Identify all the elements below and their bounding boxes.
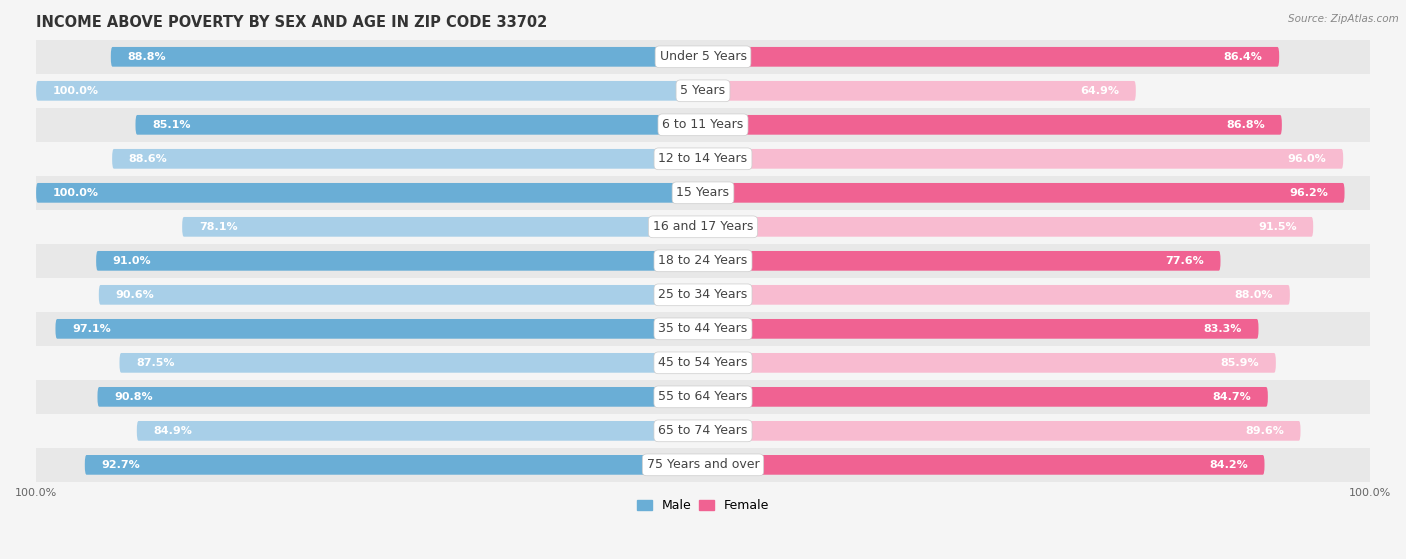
- Text: 16 and 17 Years: 16 and 17 Years: [652, 220, 754, 233]
- Text: 86.4%: 86.4%: [1223, 52, 1263, 62]
- FancyBboxPatch shape: [37, 183, 703, 203]
- FancyBboxPatch shape: [96, 251, 703, 271]
- FancyBboxPatch shape: [97, 387, 703, 407]
- FancyBboxPatch shape: [703, 81, 1136, 101]
- Legend: Male, Female: Male, Female: [631, 494, 775, 518]
- FancyBboxPatch shape: [183, 217, 703, 236]
- Bar: [37, 176, 1369, 210]
- Bar: [37, 346, 1369, 380]
- Bar: [37, 448, 1369, 482]
- Bar: [37, 108, 1369, 142]
- FancyBboxPatch shape: [703, 421, 1301, 440]
- Text: 96.0%: 96.0%: [1288, 154, 1326, 164]
- Bar: [37, 210, 1369, 244]
- Text: 88.8%: 88.8%: [128, 52, 166, 62]
- FancyBboxPatch shape: [98, 285, 703, 305]
- FancyBboxPatch shape: [703, 183, 1344, 203]
- Text: 92.7%: 92.7%: [101, 460, 141, 470]
- Text: 100.0%: 100.0%: [53, 86, 98, 96]
- Text: 86.8%: 86.8%: [1226, 120, 1265, 130]
- FancyBboxPatch shape: [120, 353, 703, 373]
- Text: INCOME ABOVE POVERTY BY SEX AND AGE IN ZIP CODE 33702: INCOME ABOVE POVERTY BY SEX AND AGE IN Z…: [37, 15, 547, 30]
- FancyBboxPatch shape: [703, 387, 1268, 407]
- FancyBboxPatch shape: [703, 217, 1313, 236]
- FancyBboxPatch shape: [703, 47, 1279, 67]
- FancyBboxPatch shape: [703, 149, 1343, 169]
- Text: 15 Years: 15 Years: [676, 186, 730, 200]
- Text: 84.7%: 84.7%: [1212, 392, 1251, 402]
- Text: 88.0%: 88.0%: [1234, 290, 1274, 300]
- Text: 85.9%: 85.9%: [1220, 358, 1260, 368]
- FancyBboxPatch shape: [703, 251, 1220, 271]
- Text: 87.5%: 87.5%: [136, 358, 174, 368]
- Text: 12 to 14 Years: 12 to 14 Years: [658, 152, 748, 165]
- Text: 96.2%: 96.2%: [1289, 188, 1327, 198]
- Text: 77.6%: 77.6%: [1166, 256, 1204, 266]
- Text: 55 to 64 Years: 55 to 64 Years: [658, 390, 748, 404]
- FancyBboxPatch shape: [703, 353, 1275, 373]
- Text: 91.5%: 91.5%: [1258, 222, 1296, 232]
- Text: 90.8%: 90.8%: [114, 392, 153, 402]
- FancyBboxPatch shape: [112, 149, 703, 169]
- Text: 84.2%: 84.2%: [1209, 460, 1249, 470]
- Text: 78.1%: 78.1%: [198, 222, 238, 232]
- Text: 83.3%: 83.3%: [1204, 324, 1241, 334]
- Text: Under 5 Years: Under 5 Years: [659, 50, 747, 63]
- Text: 90.6%: 90.6%: [115, 290, 155, 300]
- Text: 91.0%: 91.0%: [112, 256, 152, 266]
- FancyBboxPatch shape: [55, 319, 703, 339]
- FancyBboxPatch shape: [111, 47, 703, 67]
- Bar: [37, 142, 1369, 176]
- Text: 85.1%: 85.1%: [152, 120, 191, 130]
- FancyBboxPatch shape: [84, 455, 703, 475]
- Text: 89.6%: 89.6%: [1244, 426, 1284, 436]
- Bar: [37, 278, 1369, 312]
- Text: 97.1%: 97.1%: [72, 324, 111, 334]
- Text: Source: ZipAtlas.com: Source: ZipAtlas.com: [1288, 14, 1399, 24]
- Text: 45 to 54 Years: 45 to 54 Years: [658, 356, 748, 369]
- Text: 18 to 24 Years: 18 to 24 Years: [658, 254, 748, 267]
- Bar: [37, 380, 1369, 414]
- FancyBboxPatch shape: [703, 319, 1258, 339]
- Text: 25 to 34 Years: 25 to 34 Years: [658, 288, 748, 301]
- Text: 75 Years and over: 75 Years and over: [647, 458, 759, 471]
- Text: 84.9%: 84.9%: [153, 426, 193, 436]
- FancyBboxPatch shape: [136, 421, 703, 440]
- Bar: [37, 312, 1369, 346]
- Bar: [37, 244, 1369, 278]
- Text: 100.0%: 100.0%: [53, 188, 98, 198]
- Text: 5 Years: 5 Years: [681, 84, 725, 97]
- Text: 6 to 11 Years: 6 to 11 Years: [662, 119, 744, 131]
- FancyBboxPatch shape: [703, 115, 1282, 135]
- Bar: [37, 414, 1369, 448]
- Bar: [37, 40, 1369, 74]
- FancyBboxPatch shape: [135, 115, 703, 135]
- Text: 64.9%: 64.9%: [1080, 86, 1119, 96]
- FancyBboxPatch shape: [37, 81, 703, 101]
- Bar: [37, 74, 1369, 108]
- FancyBboxPatch shape: [703, 285, 1289, 305]
- Text: 88.6%: 88.6%: [129, 154, 167, 164]
- Text: 65 to 74 Years: 65 to 74 Years: [658, 424, 748, 437]
- FancyBboxPatch shape: [703, 455, 1264, 475]
- Text: 35 to 44 Years: 35 to 44 Years: [658, 323, 748, 335]
